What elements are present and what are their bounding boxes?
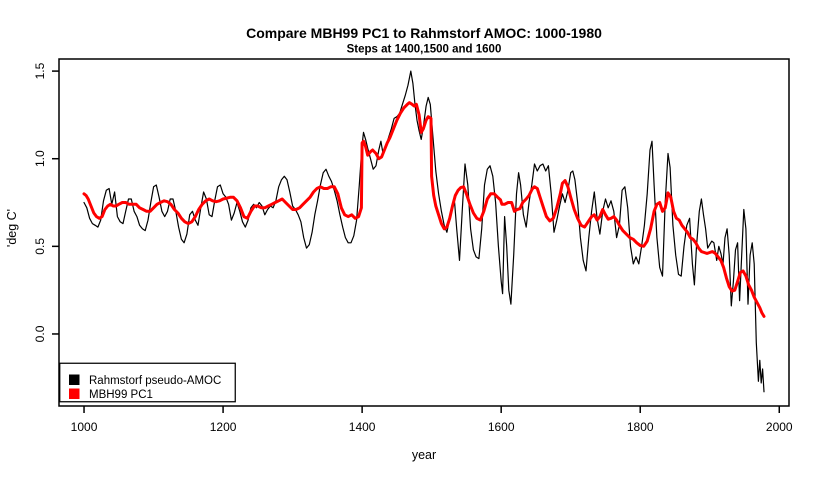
x-axis-ticks: 1000 1200 1400 1600 1800 2000 xyxy=(71,406,793,434)
tick-label: 2000 xyxy=(766,420,793,434)
legend: Rahmstorf pseudo-AMOC MBH99 PC1 xyxy=(59,362,236,403)
series-rahmstorf-line xyxy=(83,70,765,393)
legend-swatch-mbh99 xyxy=(69,388,80,399)
tick-label: 1400 xyxy=(349,420,376,434)
tick-label: 1600 xyxy=(488,420,515,434)
tick-label: 1.0 xyxy=(33,150,47,167)
legend-swatch-rahmstorf xyxy=(69,374,80,385)
tick-label: 1200 xyxy=(210,420,237,434)
series-mbh99-line xyxy=(82,101,766,318)
tick-label: 1800 xyxy=(627,420,654,434)
tick-label: 1.5 xyxy=(33,62,47,79)
chart-title: Compare MBH99 PC1 to Rahmstorf AMOC: 100… xyxy=(246,25,602,41)
chart-subtitle: Steps at 1400,1500 and 1600 xyxy=(347,44,502,56)
legend-label-mbh99: MBH99 PC1 xyxy=(89,389,153,401)
y-axis-ticks: 0.0 0.5 1.0 1.5 xyxy=(33,62,59,342)
tick-label: 0.0 xyxy=(33,325,47,342)
legend-label-rahmstorf: Rahmstorf pseudo-AMOC xyxy=(89,375,221,387)
tick-label: 1000 xyxy=(71,420,98,434)
plot-border xyxy=(58,58,790,407)
tick-label: 0.5 xyxy=(33,238,47,255)
legend-box xyxy=(59,362,236,403)
y-axis-label: 'deg C' xyxy=(5,209,19,247)
x-axis-label: year xyxy=(412,448,436,462)
